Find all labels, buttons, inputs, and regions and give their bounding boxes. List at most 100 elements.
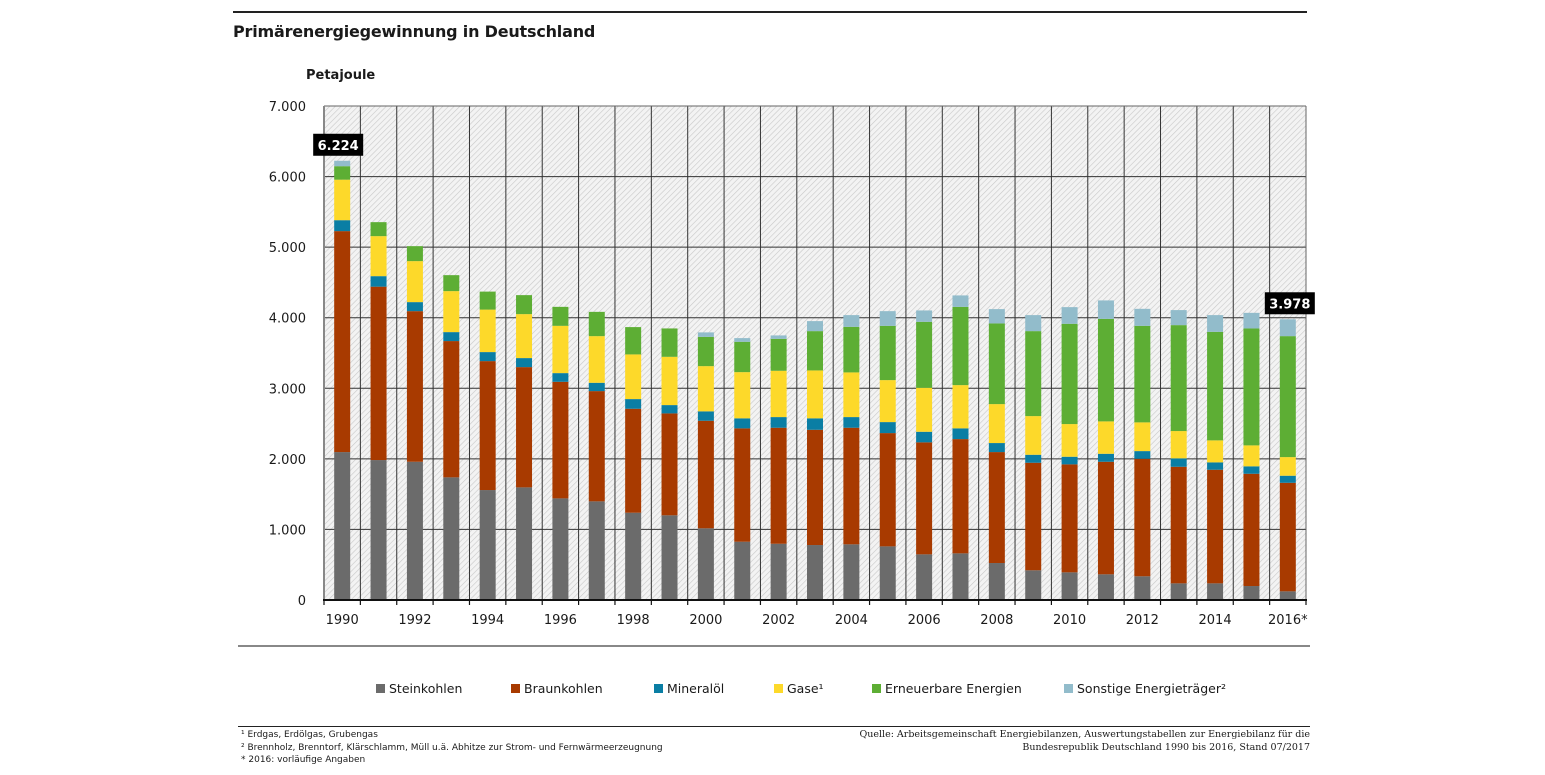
y-tick-label: 3.000 (269, 382, 306, 397)
bar-stack (1243, 312, 1260, 600)
bar-segment (1279, 475, 1296, 483)
bar-segment (334, 166, 351, 180)
bar-segment (1061, 464, 1078, 573)
bar-stack (770, 335, 787, 600)
bar-segment (406, 302, 423, 312)
bar-segment (988, 452, 1005, 564)
bar-segment (661, 405, 678, 414)
bar-segment (1279, 457, 1296, 476)
y-tick-label: 6.000 (269, 171, 306, 186)
x-tick-label: 1990 (326, 613, 359, 628)
bar-segment (334, 220, 351, 232)
bar-segment (1207, 583, 1224, 600)
bar-segment (661, 356, 678, 406)
bar-segment (1279, 336, 1296, 458)
footnote: ² Brennholz, Brenntorf, Klärschlamm, Mül… (241, 742, 663, 753)
bar-segment (625, 408, 642, 513)
bar-segment (879, 380, 896, 423)
bar-stack (1279, 319, 1296, 600)
bar-segment (479, 309, 496, 353)
bar-segment (1061, 572, 1078, 600)
bar-segment (1170, 325, 1187, 432)
bar-segment (1097, 461, 1114, 575)
bar-segment (406, 246, 423, 262)
bar-segment (1134, 422, 1151, 452)
bar-segment (406, 261, 423, 303)
bar-segment (879, 422, 896, 434)
bar-stack (1097, 300, 1114, 600)
bar-segment (443, 291, 460, 333)
bar-segment (334, 160, 351, 167)
footnote: * 2016: vorläufige Angaben (241, 755, 366, 765)
bar-segment (1097, 574, 1114, 600)
bar-segment (879, 546, 896, 600)
bar-segment (1061, 456, 1078, 465)
bar-stack (625, 327, 642, 600)
bar-segment (1097, 300, 1114, 319)
bar-segment (843, 315, 860, 327)
bar-segment (916, 442, 933, 555)
bar-segment (952, 428, 969, 440)
bar-segment (1170, 466, 1187, 584)
bar-segment (697, 336, 714, 367)
bar-stack (516, 295, 533, 600)
legend-label: Erneuerbare Energien (885, 681, 1022, 696)
bar-segment (916, 554, 933, 600)
bar-segment (1097, 318, 1114, 422)
bar-segment (843, 427, 860, 545)
bar-segment (1207, 462, 1224, 470)
legend-item-mineraloel: Mineralöl (654, 681, 724, 696)
bar-stack (988, 309, 1005, 600)
bar-segment (807, 545, 823, 600)
bar-stack (879, 311, 896, 600)
bar-segment (370, 286, 387, 461)
bar-segment (843, 544, 860, 600)
bar-segment (370, 276, 387, 287)
bar-segment (1097, 453, 1114, 462)
bar-segment (370, 222, 387, 237)
bar-segment (661, 413, 678, 516)
top-rule (233, 11, 1307, 13)
y-tick-label: 7.000 (269, 100, 306, 115)
bar-segment (1025, 315, 1042, 332)
bar-segment (479, 361, 496, 491)
x-tick-label: 2004 (835, 613, 868, 628)
bar-segment (516, 367, 533, 488)
bar-segment (916, 431, 933, 443)
legend-label: Braunkohlen (524, 681, 603, 696)
bar-segment (1134, 576, 1151, 600)
bar-segment (1207, 331, 1224, 441)
bar-segment (479, 490, 496, 600)
bar-segment (516, 314, 533, 359)
bar-segment (588, 382, 605, 392)
bar-segment (406, 311, 423, 462)
bar-segment (734, 372, 751, 419)
bar-segment (697, 528, 714, 600)
bar-segment (1207, 440, 1224, 463)
bar-stack (952, 295, 969, 600)
bar-segment (443, 477, 460, 600)
bar-segment (843, 417, 860, 428)
bar-segment (1134, 451, 1151, 459)
legend-swatch-icon (654, 684, 663, 693)
bar-segment (334, 179, 351, 221)
bar-segment (1279, 482, 1296, 592)
y-tick-label: 2.000 (269, 453, 306, 468)
value-callout: 3.978 (1264, 292, 1315, 315)
bar-segment (552, 373, 569, 382)
bar-segment (879, 433, 896, 547)
legend: Steinkohlen Braunkohlen Mineralöl Gase¹ … (0, 681, 1545, 697)
legend-swatch-icon (872, 684, 881, 693)
bar-segment (1061, 424, 1078, 457)
bar-segment (479, 352, 496, 362)
bar-segment (1025, 462, 1042, 571)
bar-segment (734, 341, 751, 373)
bar-segment (370, 236, 387, 277)
x-tick-label: 1992 (398, 613, 431, 628)
bar-segment (1061, 323, 1078, 425)
bar-stack (916, 310, 933, 600)
bar-segment (988, 563, 1005, 600)
bar-segment (1243, 473, 1260, 587)
callout-label: 6.224 (318, 139, 359, 154)
bar-segment (1025, 416, 1042, 455)
